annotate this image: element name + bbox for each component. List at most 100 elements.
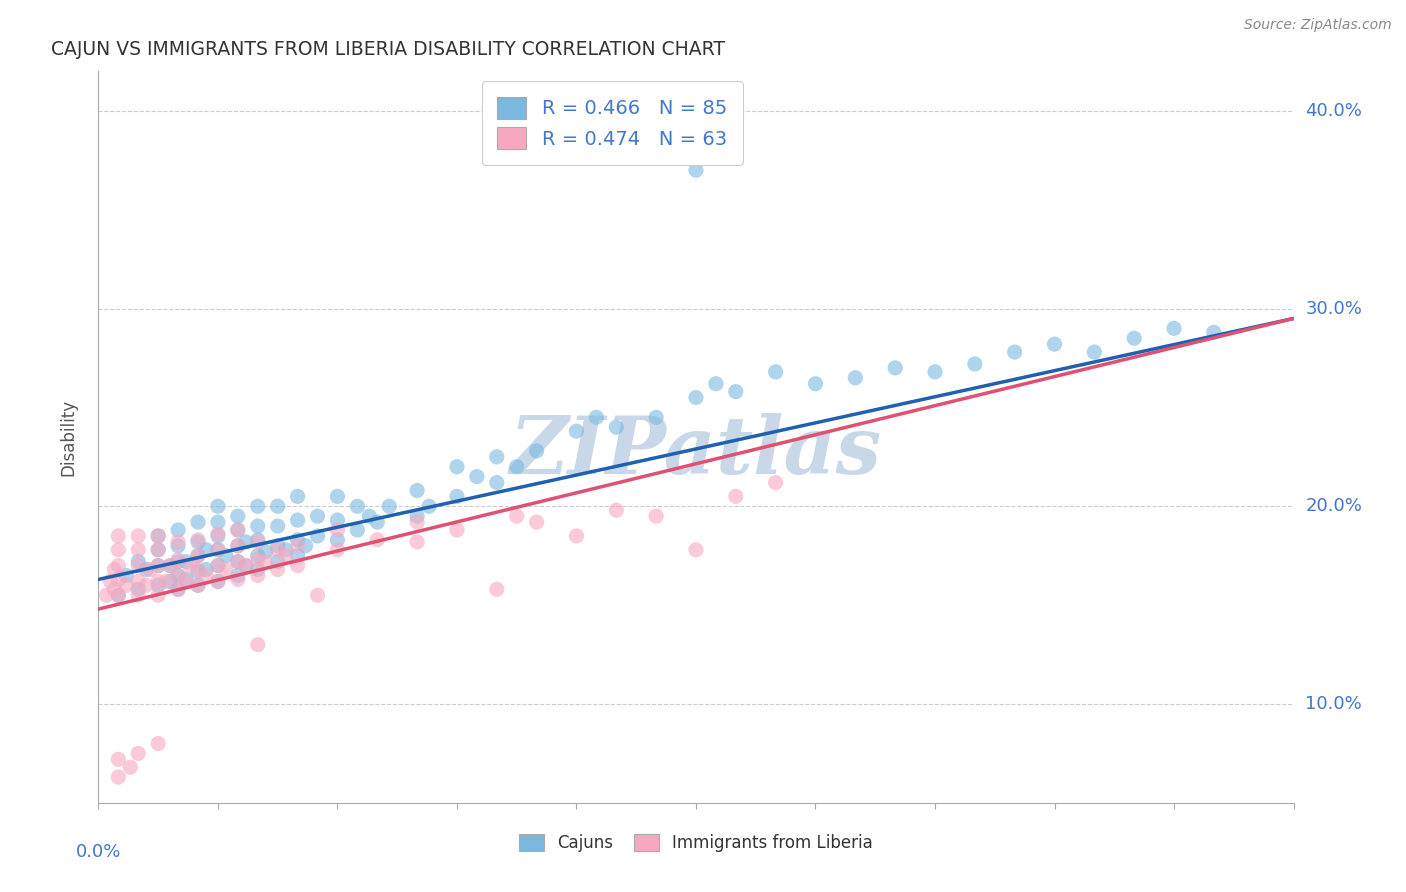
Point	[963, 357, 986, 371]
Point	[446, 523, 468, 537]
Point	[1123, 331, 1146, 345]
Point	[167, 582, 190, 597]
Point	[506, 509, 529, 524]
Point	[195, 542, 218, 557]
Point	[127, 574, 149, 589]
Point	[107, 542, 129, 557]
Point	[187, 565, 209, 579]
Point	[406, 534, 429, 549]
Point	[174, 555, 197, 569]
Point	[195, 562, 218, 576]
Point	[1004, 345, 1026, 359]
Point	[246, 534, 269, 549]
Point	[159, 558, 181, 573]
Point	[135, 562, 157, 576]
Point	[326, 489, 349, 503]
Point	[287, 513, 309, 527]
Point	[287, 549, 309, 563]
Point	[287, 539, 309, 553]
Point	[485, 450, 508, 464]
Point	[287, 558, 309, 573]
Point	[148, 574, 170, 589]
Point	[359, 509, 381, 524]
Point	[406, 483, 429, 498]
Point	[406, 515, 429, 529]
Point	[326, 523, 349, 537]
Point	[267, 555, 290, 569]
Point	[685, 163, 707, 178]
Point	[148, 558, 170, 573]
Point	[207, 500, 229, 514]
Point	[1043, 337, 1066, 351]
Text: 30.0%: 30.0%	[1306, 300, 1362, 318]
Point	[207, 527, 229, 541]
Point	[98, 574, 122, 589]
Point	[107, 588, 129, 602]
Point	[446, 489, 468, 503]
Point	[226, 523, 249, 537]
Text: ZIPatlas: ZIPatlas	[510, 413, 882, 491]
Point	[246, 552, 269, 566]
Point	[167, 539, 190, 553]
Point	[107, 558, 129, 573]
Point	[267, 542, 290, 557]
Point	[645, 509, 668, 524]
Point	[346, 500, 368, 514]
Point	[307, 529, 329, 543]
Legend: Cajuns, Immigrants from Liberia: Cajuns, Immigrants from Liberia	[510, 825, 882, 860]
Point	[346, 523, 368, 537]
Text: CAJUN VS IMMIGRANTS FROM LIBERIA DISABILITY CORRELATION CHART: CAJUN VS IMMIGRANTS FROM LIBERIA DISABIL…	[51, 39, 724, 59]
Point	[115, 578, 138, 592]
Point	[226, 539, 249, 553]
Point	[685, 391, 707, 405]
Point	[127, 555, 149, 569]
Point	[207, 558, 229, 573]
Point	[254, 545, 277, 559]
Point	[267, 500, 290, 514]
Point	[148, 737, 170, 751]
Point	[107, 752, 129, 766]
Point	[207, 558, 229, 573]
Point	[167, 568, 190, 582]
Point	[485, 475, 508, 490]
Point	[115, 568, 138, 582]
Point	[235, 558, 257, 573]
Point	[127, 529, 149, 543]
Point	[366, 515, 388, 529]
Point	[307, 509, 329, 524]
Point	[107, 573, 129, 587]
Point	[148, 588, 170, 602]
Text: Source: ZipAtlas.com: Source: ZipAtlas.com	[1244, 18, 1392, 32]
Point	[226, 539, 249, 553]
Point	[267, 539, 290, 553]
Point	[235, 534, 257, 549]
Point	[526, 444, 548, 458]
Point	[287, 489, 309, 503]
Text: 10.0%: 10.0%	[1306, 695, 1362, 713]
Point	[167, 552, 190, 566]
Point	[96, 588, 118, 602]
Point	[294, 539, 316, 553]
Point	[107, 529, 129, 543]
Point	[924, 365, 946, 379]
Point	[446, 459, 468, 474]
Point	[724, 384, 747, 399]
Point	[207, 529, 229, 543]
Point	[103, 582, 125, 597]
Point	[127, 542, 149, 557]
Text: 40.0%: 40.0%	[1306, 102, 1362, 120]
Point	[187, 533, 209, 547]
Point	[195, 568, 218, 582]
Point	[506, 459, 529, 474]
Point	[226, 555, 249, 569]
Point	[215, 549, 238, 563]
Point	[174, 574, 197, 589]
Point	[120, 760, 142, 774]
Point	[179, 558, 201, 573]
Point	[246, 562, 269, 576]
Point	[326, 513, 349, 527]
Point	[246, 519, 269, 533]
Point	[226, 573, 249, 587]
Point	[226, 555, 249, 569]
Point	[187, 578, 209, 592]
